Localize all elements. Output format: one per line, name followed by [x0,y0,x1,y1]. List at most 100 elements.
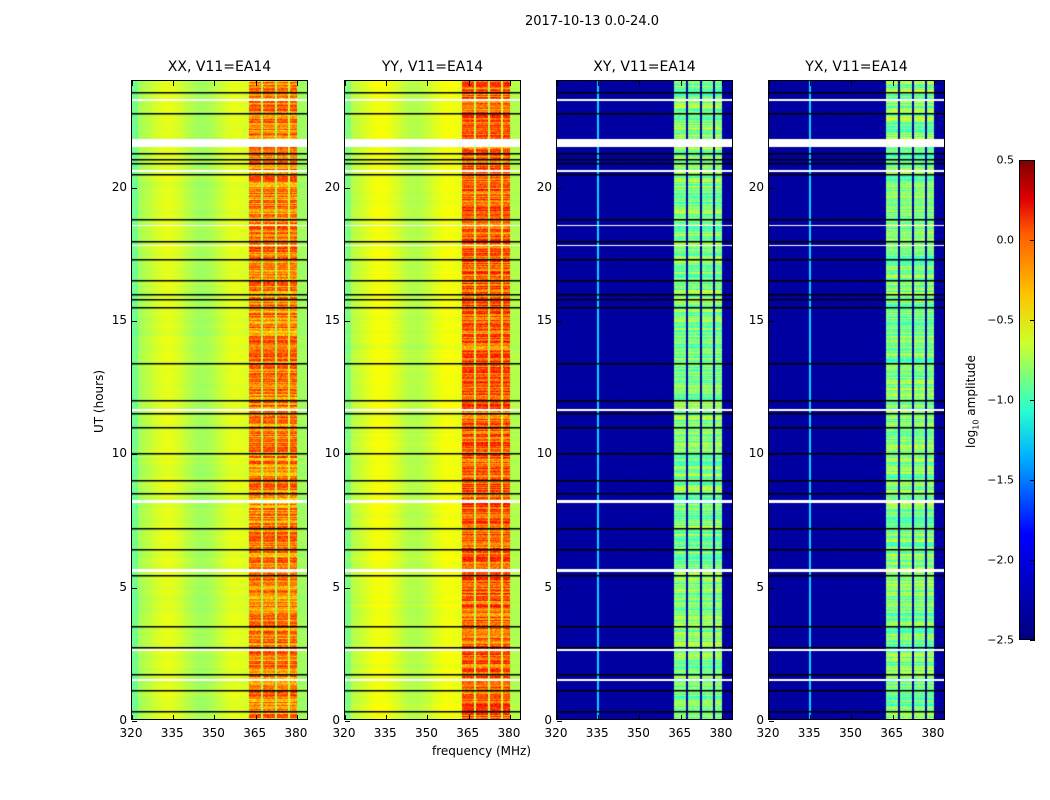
x-tick [214,81,216,86]
colorbar-label: log10 amplitude [964,355,981,448]
x-tick [892,81,894,86]
y-tick [132,587,137,589]
x-tick [386,81,388,86]
colorbar-tick [1030,400,1035,401]
colorbar-tick-label: −0.5 [987,313,1014,327]
x-tick [427,715,429,720]
x-tick [132,715,133,720]
x-tick-label: 335 [160,726,184,740]
y-tick-label: 15 [536,313,552,327]
x-tick [509,81,511,86]
x-tick-label: 350 [202,726,225,740]
y-tick [557,587,562,589]
panel-title: YY, V11=EA14 [381,59,484,75]
y-tick-label: 20 [536,179,552,194]
heatmap-image [769,81,944,719]
y-tick-label: 0 [756,713,764,727]
x-tick-label: 320 [756,726,780,740]
y-tick [345,187,350,189]
x-tick-label: 320 [332,726,356,740]
y-tick [769,187,774,189]
colorbar-tick [1030,480,1035,481]
heatmap-panel-0 [131,80,308,722]
y-tick-label: 10 [324,446,340,461]
y-tick [132,187,137,189]
colorbar-tick-label: 0.5 [996,153,1015,167]
heatmap-panel-3 [768,80,945,722]
x-tick [810,81,812,86]
x-tick [255,715,257,720]
x-tick [173,81,175,86]
y-tick-label: 10 [748,446,764,461]
x-tick [769,715,770,720]
x-tick [427,81,429,86]
x-tick-label: 350 [627,726,650,740]
y-tick [769,321,774,322]
x-tick [132,81,133,86]
x-tick [557,715,558,720]
heatmap-image [132,81,307,719]
colorbar-tick [1030,320,1035,321]
x-tick-label: 365 [668,726,692,740]
y-tick-label: 10 [536,446,552,461]
heatmap-panel-2 [556,80,733,722]
y-tick-label: 15 [111,313,127,327]
y-tick [769,454,774,456]
x-tick [557,81,558,86]
x-tick [810,715,812,720]
x-tick-label: 380 [284,726,308,740]
colorbar-tick-label: −1.0 [987,393,1014,407]
x-tick-label: 350 [415,726,438,740]
x-tick [680,81,682,86]
y-tick [345,587,350,589]
panel-title: YX, V11=EA14 [805,59,908,75]
figure-suptitle: 2017-10-13 0.0-24.0 [525,14,659,29]
x-tick [468,715,470,720]
x-tick [851,81,853,86]
x-tick [173,715,175,720]
heatmap-image [345,81,520,719]
y-tick-label: 20 [111,179,127,194]
x-axis-label: frequency (MHz) [432,744,532,758]
y-tick [769,721,774,722]
panel-title: XY, V11=EA14 [593,59,696,75]
y-tick-label: 15 [324,313,340,327]
y-tick-label: 5 [544,579,552,594]
x-tick-label: 335 [797,726,821,740]
colorbar-tick [1030,160,1035,161]
y-tick [345,721,350,722]
x-tick-label: 380 [709,726,733,740]
y-tick [345,321,350,322]
x-tick [933,81,935,86]
x-tick [598,715,600,720]
x-tick [345,715,346,720]
heatmap-image [557,81,732,719]
x-tick [468,81,470,86]
y-tick [557,187,562,189]
y-tick-label: 5 [756,579,764,594]
y-tick-label: 20 [324,179,340,194]
x-tick [214,715,216,720]
x-tick-label: 350 [839,726,862,740]
y-tick-label: 0 [332,713,340,727]
y-tick [132,721,137,722]
x-tick [933,715,935,720]
colorbar-tick-label: −1.5 [987,473,1014,487]
colorbar-tick-label: −2.0 [987,553,1014,567]
y-tick-label: 5 [119,579,127,594]
x-tick [345,81,346,86]
x-tick [721,81,723,86]
x-tick-label: 320 [119,726,143,740]
x-tick [296,81,298,86]
y-tick-label: 15 [748,313,764,327]
x-tick-label: 380 [921,726,945,740]
x-tick-label: 335 [585,726,609,740]
x-tick [639,715,641,720]
colorbar-tick [1030,640,1035,641]
y-tick [769,587,774,589]
x-tick-label: 365 [456,726,480,740]
y-tick-label: 0 [544,713,552,727]
y-tick [132,321,137,322]
colorbar-tick-label: 0.0 [996,233,1015,247]
